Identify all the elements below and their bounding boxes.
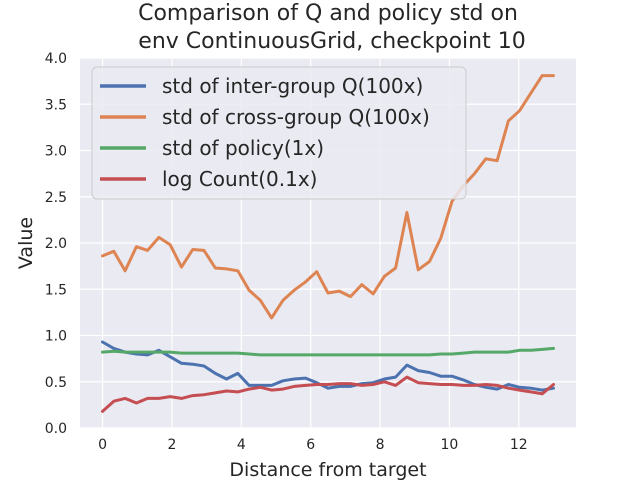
legend-box (91, 66, 467, 200)
series-lines (101, 74, 555, 413)
y-tick-label: 2.5 (45, 190, 67, 206)
legend-label-1: std of inter-group Q(100x) (162, 74, 423, 98)
y-tick-label: 2.0 (45, 236, 67, 252)
x-axis-label: Distance from target (229, 459, 426, 480)
y-tick-label: 0.0 (45, 421, 67, 437)
series-line-2 (101, 74, 555, 320)
legend-label-4: log Count(0.1x) (162, 167, 318, 191)
series-line-4 (101, 375, 555, 413)
y-tick-label: 0.5 (45, 375, 67, 391)
y-tick-label: 4.0 (45, 51, 67, 67)
y-tick-label: 3.0 (45, 144, 67, 160)
x-tick-label: 2 (167, 437, 176, 453)
y-tick-label: 1.0 (45, 329, 67, 345)
legend-label-3: std of policy(1x) (162, 136, 324, 160)
chart-title-line-1: Comparison of Q and policy std on (138, 1, 518, 26)
y-axis-ticks: 0.0 0.5 1.0 1.5 2.0 2.5 3.0 3.5 4.0 (45, 51, 67, 437)
chart-title-line-2: env ContinuousGrid, checkpoint 10 (138, 29, 525, 54)
x-axis-ticks: 0 2 4 6 8 10 12 (98, 437, 528, 453)
y-tick-label: 3.5 (45, 97, 67, 113)
x-tick-label: 10 (440, 437, 458, 453)
x-tick-label: 4 (237, 437, 246, 453)
legend: std of inter-group Q(100x) std of cross-g… (91, 66, 467, 200)
y-axis-label: Value (15, 217, 37, 269)
x-tick-label: 0 (98, 437, 107, 453)
x-tick-label: 6 (306, 437, 315, 453)
x-tick-label: 12 (510, 437, 528, 453)
series-line-3 (101, 346, 555, 357)
x-tick-label: 8 (376, 437, 385, 453)
legend-label-2: std of cross-group Q(100x) (162, 105, 430, 129)
y-tick-label: 1.5 (45, 282, 67, 298)
